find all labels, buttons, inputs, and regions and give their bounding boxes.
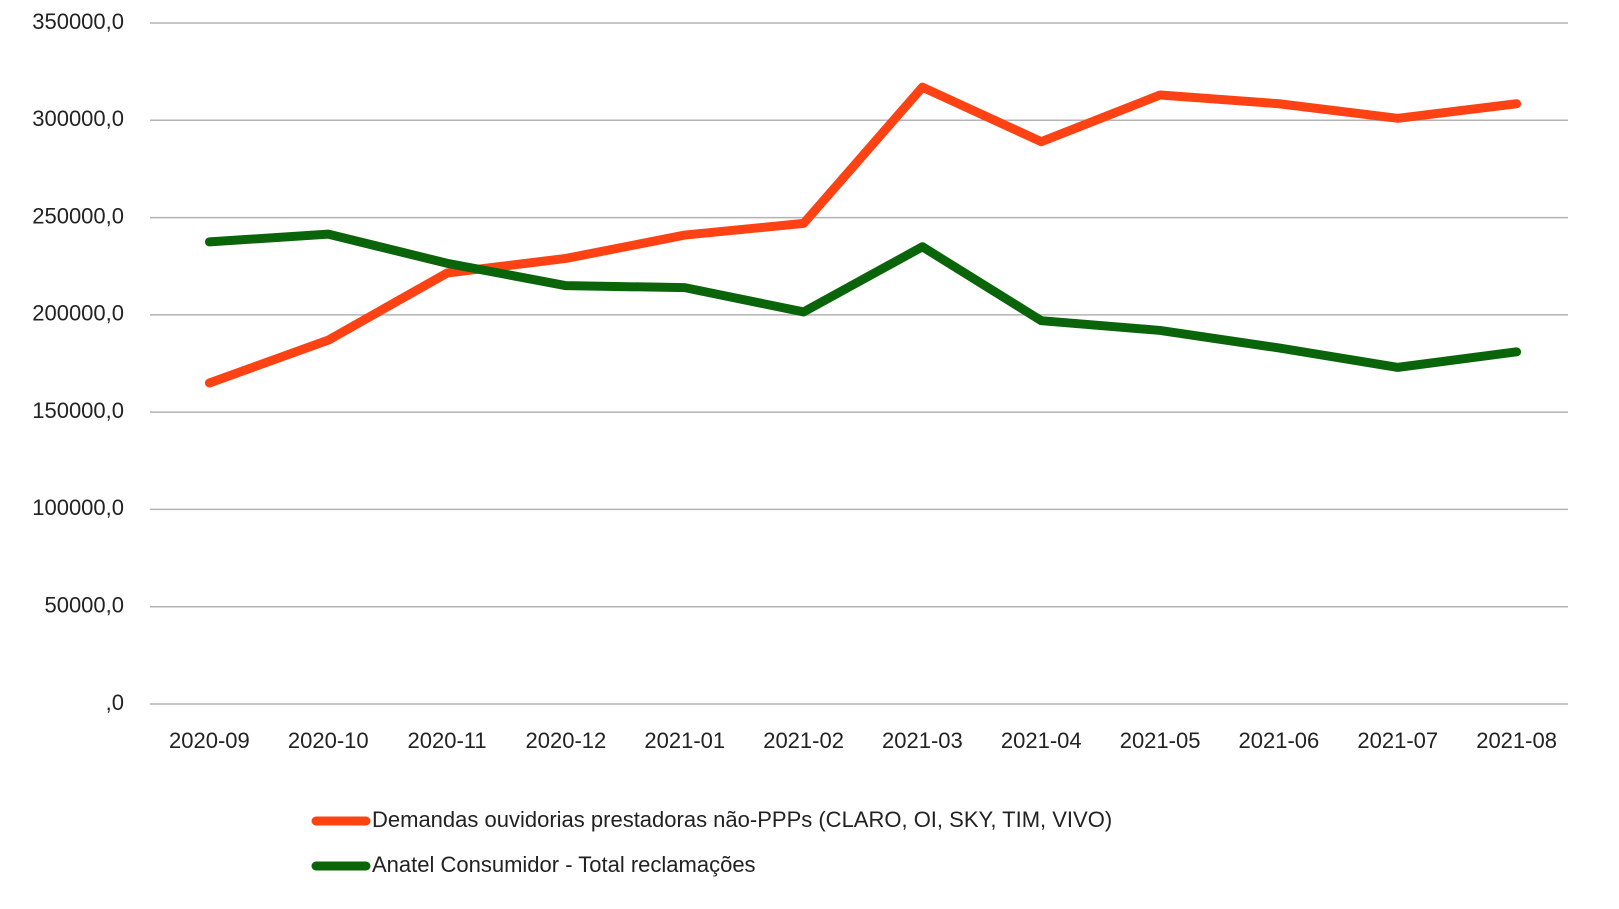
y-tick-label: 200000,0 xyxy=(32,301,124,326)
y-tick-label: 50000,0 xyxy=(44,593,124,618)
x-tick-label: 2021-05 xyxy=(1120,728,1201,753)
legend-label: Anatel Consumidor - Total reclamações xyxy=(372,852,756,877)
y-tick-label: 350000,0 xyxy=(32,9,124,34)
y-tick-label: ,0 xyxy=(106,690,124,715)
x-tick-label: 2021-04 xyxy=(1001,728,1082,753)
series-line xyxy=(204,229,1522,372)
y-tick-label: 250000,0 xyxy=(32,203,124,228)
x-tick-label: 2021-06 xyxy=(1239,728,1320,753)
x-tick-label: 2021-07 xyxy=(1357,728,1438,753)
x-tick-label: 2021-08 xyxy=(1476,728,1557,753)
x-tick-label: 2020-11 xyxy=(408,728,487,753)
x-tick-label: 2020-12 xyxy=(526,728,607,753)
y-tick-label: 100000,0 xyxy=(32,495,124,520)
y-tick-label: 150000,0 xyxy=(32,398,124,423)
x-tick-label: 2021-03 xyxy=(882,728,963,753)
legend-label: Demandas ouvidorias prestadoras não-PPPs… xyxy=(372,807,1112,832)
y-tick-label: 300000,0 xyxy=(32,106,124,131)
series-line xyxy=(204,82,1522,388)
x-tick-label: 2021-01 xyxy=(644,728,725,753)
x-tick-label: 2020-10 xyxy=(288,728,369,753)
x-tick-label: 2020-09 xyxy=(169,728,250,753)
x-tick-label: 2021-02 xyxy=(763,728,844,753)
